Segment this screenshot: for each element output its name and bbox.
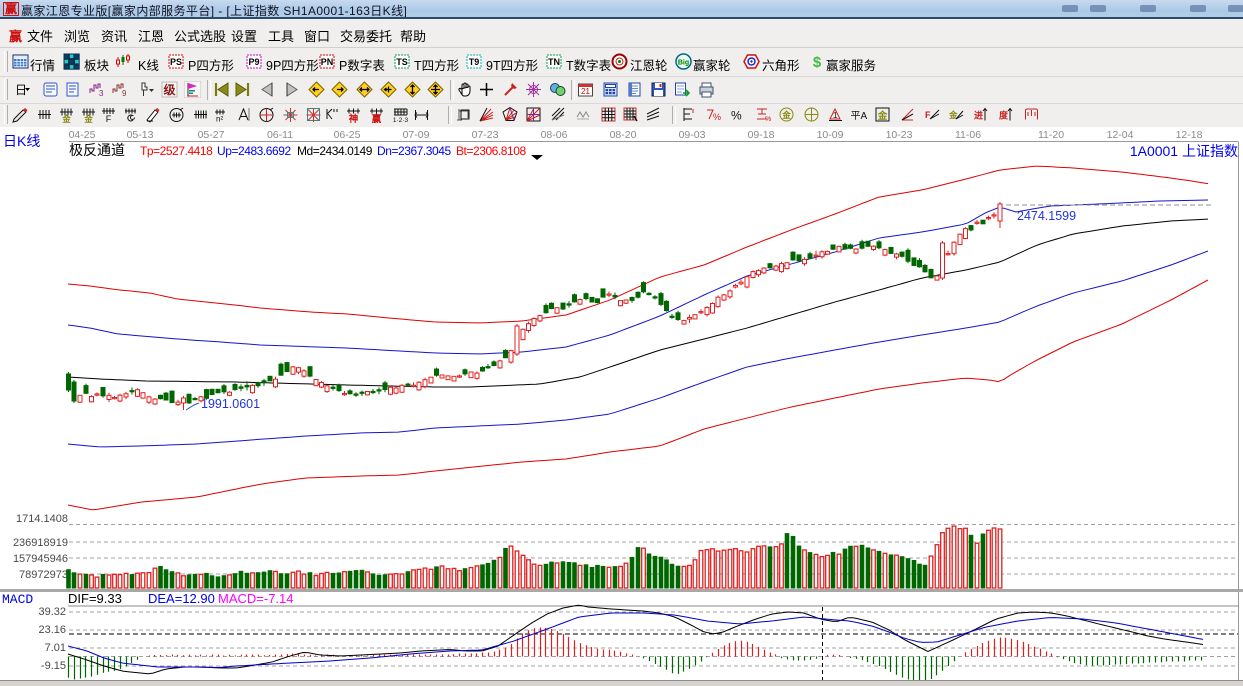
svg-text:赢: 赢 [372,113,382,123]
svg-text:Up=2483.6692: Up=2483.6692 [217,144,291,158]
svg-text:MACD: MACD [2,592,33,607]
svg-text:级: 级 [163,82,175,97]
svg-text:MACD=-7.14: MACD=-7.14 [218,591,294,606]
svg-text:-9.15: -9.15 [41,660,66,672]
svg-text:金: 金 [948,110,958,120]
svg-text:度: 度 [999,110,1009,121]
svg-text:236918919: 236918919 [13,537,68,549]
svg-text:21: 21 [581,87,590,96]
svg-text:23.16: 23.16 [38,624,66,636]
svg-text:神: 神 [349,113,359,123]
svg-text:2474.1599: 2474.1599 [1017,209,1076,223]
svg-text:日K线: 日K线 [3,133,40,149]
svg-text:05-27: 05-27 [198,129,225,141]
svg-text:平A: 平A [851,111,868,122]
svg-text:1·2·3: 1·2·3 [393,117,409,123]
svg-text:09-18: 09-18 [748,129,775,141]
svg-text:3: 3 [99,89,104,98]
svg-text:07-23: 07-23 [472,129,499,141]
svg-text:09-03: 09-03 [679,129,706,141]
svg-text:日: 日 [15,83,27,97]
svg-text:08-20: 08-20 [610,129,637,141]
svg-text:n²: n² [216,115,223,124]
svg-text:极反通道: 极反通道 [69,142,125,158]
svg-text:05-13: 05-13 [127,129,154,141]
svg-text:Dn=2367.3045: Dn=2367.3045 [377,144,451,158]
svg-text:TN: TN [548,57,560,67]
svg-text:9: 9 [122,89,127,98]
svg-text:10-09: 10-09 [817,129,844,141]
svg-text:10-23: 10-23 [886,129,913,141]
svg-text:11-20: 11-20 [1038,129,1064,141]
svg-text:1991.0601: 1991.0601 [201,397,260,411]
svg-text:1: 1 [833,111,838,120]
svg-text:金: 金 [61,114,71,123]
svg-text:%: % [765,116,771,123]
svg-text:F: F [925,110,931,120]
svg-text:金: 金 [781,110,791,120]
svg-text:Big: Big [678,60,689,67]
svg-text:%: % [731,109,742,123]
svg-text:PS: PS [170,57,182,67]
svg-text:Md=2434.0149: Md=2434.0149 [297,144,373,158]
svg-text:进: 进 [974,110,983,121]
svg-text:PN: PN [321,57,334,67]
svg-text:金: 金 [83,114,93,123]
svg-text:7.01: 7.01 [45,642,66,654]
svg-text:06-11: 06-11 [267,129,293,141]
svg-text:12-18: 12-18 [1176,129,1203,141]
svg-text:12-04: 12-04 [1107,129,1134,141]
svg-text:P9: P9 [248,57,259,67]
svg-text:04-25: 04-25 [69,129,96,141]
svg-text:39.32: 39.32 [38,606,66,618]
svg-text:Tp=2527.4418: Tp=2527.4418 [140,144,213,158]
svg-text:TS: TS [396,57,408,67]
svg-text:%: % [713,112,721,122]
svg-text:DEA=12.90: DEA=12.90 [148,591,215,606]
svg-text:金: 金 [877,110,888,122]
svg-text:$: $ [813,54,822,70]
svg-text:07-09: 07-09 [403,129,430,141]
svg-text:F: F [106,114,112,123]
svg-text:1714.1408: 1714.1408 [16,513,68,525]
svg-text:1A0001 上证指数: 1A0001 上证指数 [1130,143,1238,159]
svg-text:DIF=9.33: DIF=9.33 [68,591,122,606]
svg-text:08-06: 08-06 [541,129,568,141]
svg-text:Bt=2306.8108: Bt=2306.8108 [456,144,526,158]
svg-text:11-06: 11-06 [955,129,981,141]
svg-text:78972973: 78972973 [19,569,68,581]
svg-text:06-25: 06-25 [334,129,361,141]
svg-text:157945946: 157945946 [13,553,68,565]
svg-text:T9: T9 [469,57,480,67]
